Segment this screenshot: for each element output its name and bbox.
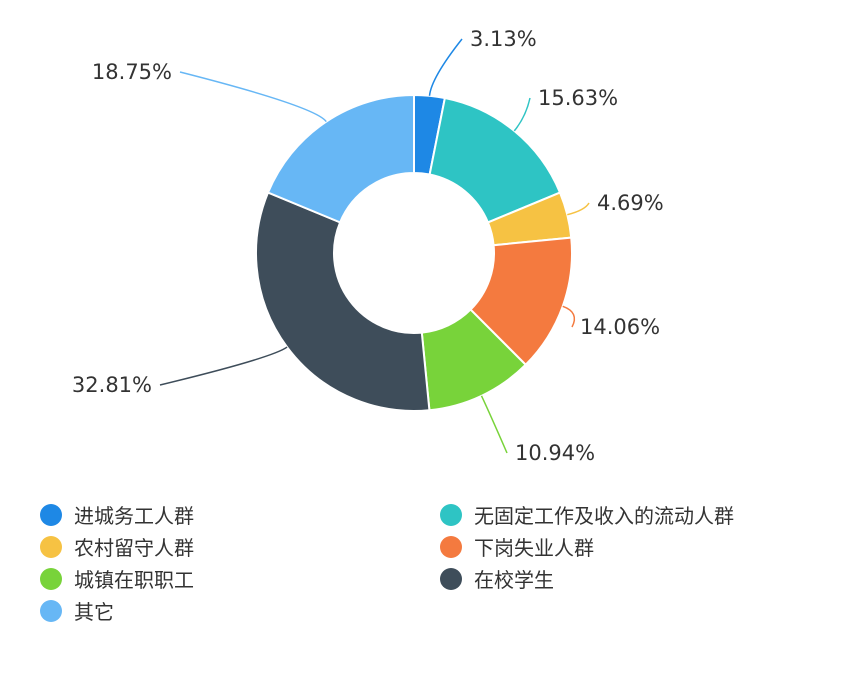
leader-line-2 [567, 202, 590, 216]
donut-slice-5 [255, 191, 431, 412]
legend-label: 其它 [74, 600, 114, 624]
legend-item-6: 其它 [40, 596, 114, 625]
legend-swatch-icon [440, 567, 462, 590]
legend-swatch-icon [40, 567, 62, 590]
data-label-5: 32.81% [72, 373, 152, 397]
legend-swatch-icon [40, 503, 62, 526]
legend-label: 下岗失业人群 [474, 536, 594, 560]
legend-item-2: 农村留守人群 [40, 532, 194, 561]
leader-line-6 [179, 71, 327, 123]
legend-item-5: 在校学生 [440, 564, 554, 593]
legend-label: 在校学生 [474, 568, 554, 592]
leader-line-1 [513, 97, 531, 132]
legend-item-1: 无固定工作及收入的流动人群 [440, 500, 734, 529]
legend-swatch-icon [40, 535, 62, 558]
legend-item-4: 城镇在职职工 [40, 564, 194, 593]
leader-line-3 [562, 305, 576, 328]
data-label-6: 18.75% [92, 60, 172, 84]
legend-label: 农村留守人群 [74, 536, 194, 560]
donut-slice-6 [266, 93, 415, 224]
data-label-0: 3.13% [470, 27, 537, 51]
data-label-2: 4.69% [597, 191, 664, 215]
donut-svg: 3.13% 15.63% 4.69% 14.06% 10.94% 32.81% 18.75% [72, 27, 664, 465]
legend-label: 无固定工作及收入的流动人群 [474, 504, 734, 528]
data-label-1: 15.63% [538, 86, 618, 110]
data-label-4: 10.94% [515, 441, 595, 465]
leader-line-5 [159, 346, 288, 386]
legend-item-3: 下岗失业人群 [440, 532, 594, 561]
legend-swatch-icon [440, 503, 462, 526]
leader-line-0 [428, 38, 463, 96]
legend-label: 进城务工人群 [74, 504, 194, 528]
data-label-3: 14.06% [580, 315, 660, 339]
legend-item-0: 进城务工人群 [40, 500, 194, 529]
legend-swatch-icon [440, 535, 462, 558]
legend-swatch-icon [40, 599, 62, 622]
leader-line-4 [480, 395, 508, 454]
legend-label: 城镇在职职工 [74, 568, 194, 592]
